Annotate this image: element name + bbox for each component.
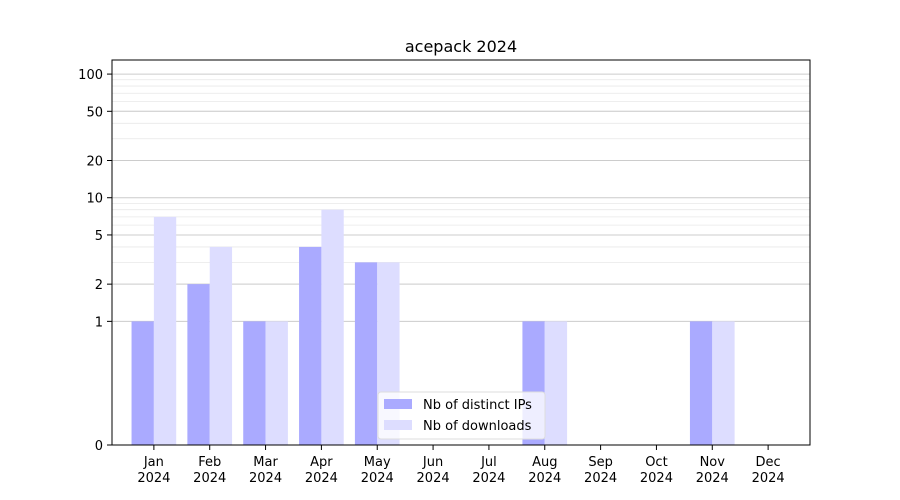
x-tick-label: Mar 2024 <box>249 455 282 486</box>
bar-downloads <box>153 216 177 445</box>
x-tick-label: Sep 2024 <box>584 455 617 486</box>
x-tick-label: Aug 2024 <box>528 455 561 486</box>
bar-distinct-ips <box>299 246 322 445</box>
bar-downloads <box>712 321 735 445</box>
plot-frame <box>111 59 811 446</box>
x-tick-label: Jul 2024 <box>472 455 505 486</box>
y-tick-label: 20 <box>86 155 103 170</box>
y-tick-label: 1 <box>95 315 103 330</box>
x-tick-label: Dec 2024 <box>752 455 785 486</box>
bar-distinct-ips <box>187 284 210 445</box>
y-tick-label: 5 <box>95 229 103 244</box>
x-tick-label: Jan 2024 <box>137 455 170 486</box>
legend-box <box>377 391 546 440</box>
bar-downloads <box>265 321 288 445</box>
x-tick-label: Feb 2024 <box>193 455 226 486</box>
legend-swatch <box>384 420 412 430</box>
legend: Nb of distinct IPs Nb of downloads <box>377 391 546 440</box>
bars <box>131 209 735 445</box>
legend-swatch <box>384 399 412 409</box>
x-tick-label: Jun 2024 <box>417 455 450 486</box>
axes: 0 1 2 5 10 20 50 100 Jan 2024 Feb 2024 Mar 2024 Apr 202… <box>78 68 784 486</box>
y-tick-label: 10 <box>86 192 103 207</box>
chart-title: acepack 2024 <box>405 37 517 56</box>
x-tick-label: Apr 2024 <box>305 455 338 486</box>
x-tick-label: Oct 2024 <box>640 455 673 486</box>
bar-distinct-ips <box>354 262 378 445</box>
bar-downloads <box>544 321 568 445</box>
y-tick-label: 2 <box>95 278 103 293</box>
x-tick-label: May 2024 <box>361 455 394 486</box>
y-tick-label: 50 <box>86 105 103 120</box>
legend-label: Nb of distinct IPs <box>423 398 532 413</box>
x-tick-label: Nov 2024 <box>696 455 729 486</box>
bar-distinct-ips <box>243 321 266 445</box>
bar-downloads <box>321 209 344 445</box>
y-tick-label: 100 <box>78 68 103 83</box>
legend-label: Nb of downloads <box>423 419 532 434</box>
bar-downloads <box>209 246 233 445</box>
bar-distinct-ips <box>689 321 713 445</box>
bar-distinct-ips <box>131 321 154 445</box>
y-tick-label: 0 <box>95 439 103 454</box>
